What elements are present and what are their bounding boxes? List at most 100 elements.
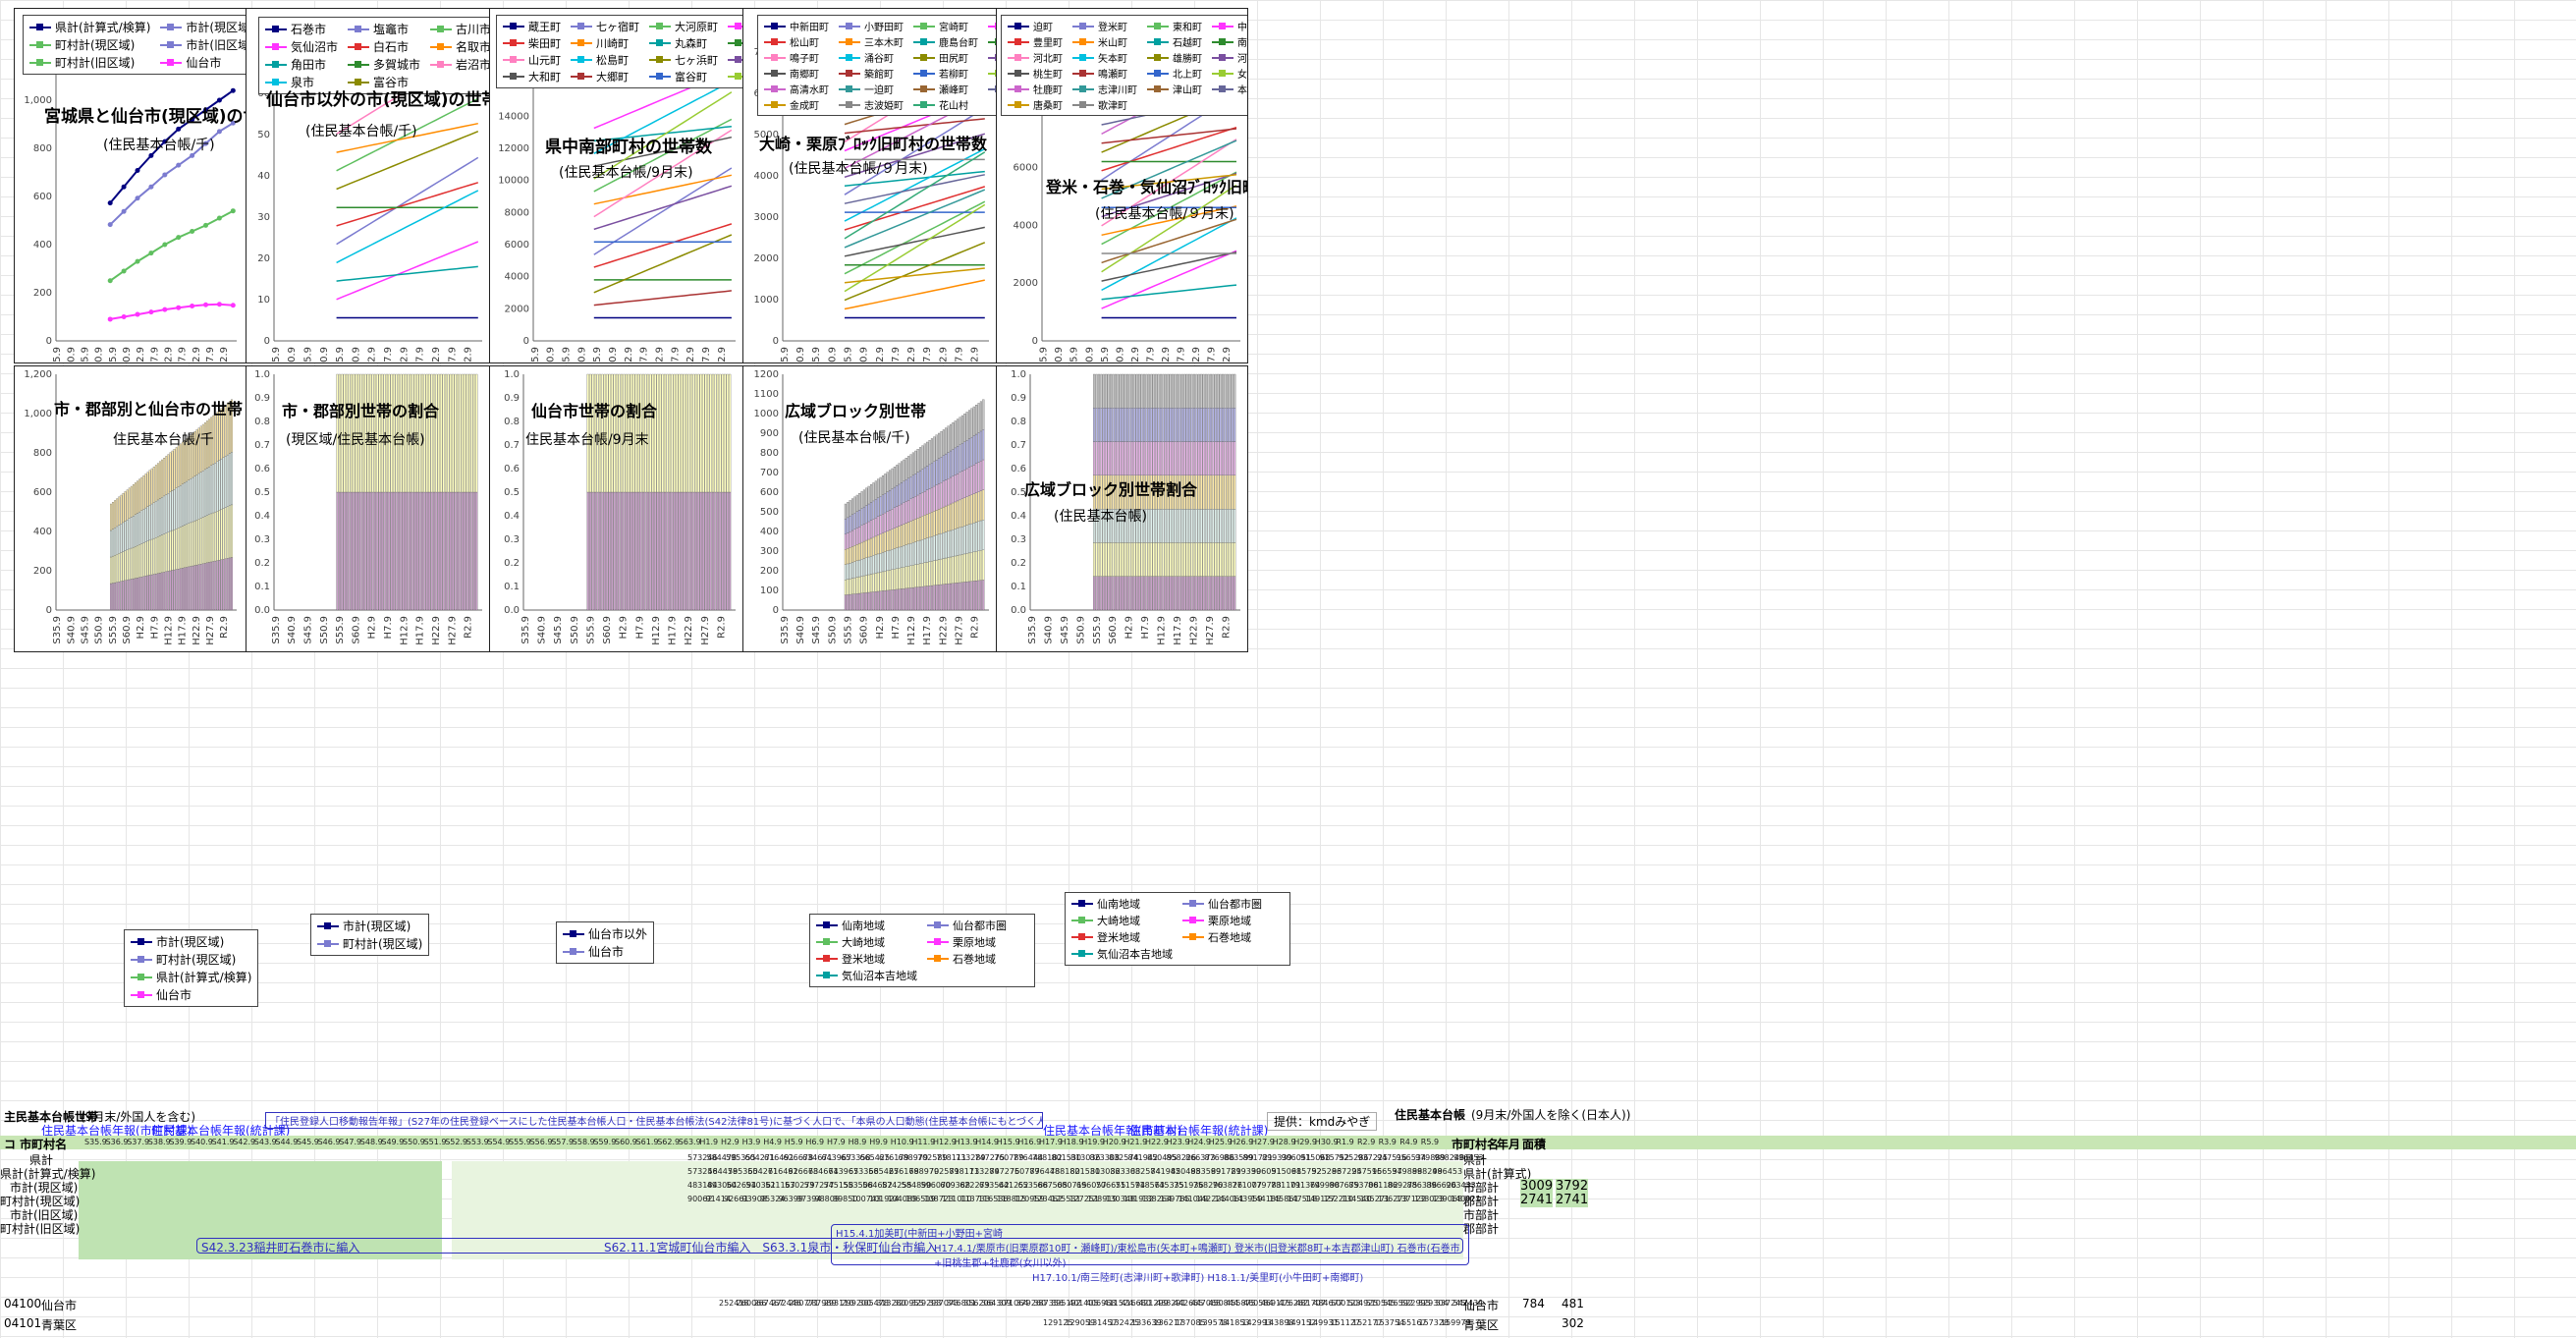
bar-segment (216, 511, 219, 561)
bar-segment (847, 532, 850, 549)
x-tick-label: H17.9 (415, 616, 426, 645)
chart-tome-ishinomaki-kesennuma-towns[interactable]: 0200040006000800010000S35.9S40.9S45.9S50… (996, 8, 1248, 363)
bar-segment (423, 491, 426, 611)
bar-segment (860, 592, 863, 611)
chart-central-south-towns[interactable]: 0200040006000800010000120001400016000180… (489, 8, 744, 363)
bar-segment (1222, 508, 1225, 543)
legend-item: 栗原地域 (927, 934, 1028, 950)
chart-osaki-kurihara-towns[interactable]: 01000200030004000500060007000S35.9S40.9S… (742, 8, 998, 363)
bar-segment (118, 553, 121, 583)
bar-segment (963, 414, 966, 442)
bar-segment (1217, 576, 1220, 611)
chart-miyagi-sendai-households[interactable]: 02004006008001,0001,200S35.9S40.9S45.9S5… (14, 8, 247, 363)
data-point (148, 251, 154, 256)
bar-segment (1100, 576, 1103, 611)
bar-segment (197, 519, 200, 565)
chart-city-county-ratio[interactable]: 0.0 0.1 0.2 0.3 0.4 0.5 0.6 0.7 0.8 0.9 1.0 S35.9 S4… (246, 365, 493, 652)
bar-segment (933, 461, 936, 487)
bar-segment (1174, 408, 1177, 442)
bar-segment (630, 373, 632, 493)
y-tick-label: 50 (257, 130, 270, 140)
bar-segment (210, 513, 213, 563)
link-jumin-nenpo-shichoson-right[interactable]: 住民基本台帳年報(市町村) (1043, 1124, 1182, 1138)
bar-segment (173, 449, 176, 490)
chart-city-county-bars[interactable]: 0 200 400 600 800 1,000 1,200 S35.9 S40.9 S45.9 S5… (14, 365, 247, 652)
bar-segment (1110, 408, 1113, 442)
bar-segment (903, 459, 905, 482)
bar-segment (694, 373, 697, 493)
link-jumin-nenpo-shichoson[interactable]: 住民基本台帳年報(市町村課) (41, 1124, 192, 1138)
chart-title: 仙台市世帯の割合 (531, 402, 658, 420)
sheet-cell: 733289 (956, 1153, 986, 1162)
bar-segment (1224, 576, 1227, 611)
legend-label: 豊里町 (1033, 38, 1063, 49)
link-jumin-nenpo-tokei-right[interactable]: 住民基本台帳年報(統計課) (1129, 1124, 1269, 1138)
bar-segment (184, 440, 186, 483)
bar-segment (1192, 508, 1196, 543)
chart-regional-blocks[interactable]: 0 100 200 300 400 500 600 700 800 900 1000 1100 1200… (742, 365, 998, 652)
right-num-gunbu-a: 2741 (1520, 1193, 1554, 1207)
bar-segment (1229, 441, 1232, 476)
legend-item: 大崎地域 (816, 934, 917, 950)
chart-regional-blocks-ratio[interactable]: 0.0 0.1 0.2 0.3 0.4 0.5 0.6 0.7 0.8 0.9 1.0 S35.9 S4… (996, 365, 1248, 652)
sheet-cell: 455875 (1226, 1299, 1256, 1308)
bar-segment (862, 524, 865, 542)
bar-segment (904, 523, 907, 545)
bar-segment (112, 555, 114, 584)
bar-segment (855, 494, 858, 512)
bar-segment (891, 508, 894, 530)
link-jumin-nenpo-tokei[interactable]: 住民基本台帳年報(統計課) (151, 1124, 291, 1138)
sheet-cell: 788182 (1050, 1167, 1080, 1176)
bar-segment (228, 557, 231, 611)
sheet-cell: H29.9 (1293, 1138, 1318, 1146)
sheet-cell: 616491 (768, 1167, 798, 1176)
bar-segment (169, 530, 172, 572)
bar-segment (858, 542, 861, 561)
bar-segment (870, 591, 873, 611)
bar-segment (1231, 542, 1233, 577)
sheet-cell: H27.9 (1251, 1138, 1275, 1146)
bar-segment (896, 527, 899, 548)
bar-segment (975, 492, 978, 523)
bar-segment (877, 572, 880, 592)
x-tick-label: S45.9 (81, 616, 91, 644)
legend-item: 市計(現区域) (317, 918, 422, 934)
bar-segment (173, 529, 176, 571)
bar-segment (886, 570, 889, 591)
x-tick-label: H12.9 (1157, 616, 1168, 645)
bar-segment (199, 518, 202, 565)
bar-segment (847, 594, 850, 611)
sheet-cell: 653588 (1017, 1181, 1049, 1190)
sheet-cell: 680715 (1057, 1181, 1087, 1190)
bar-segment (879, 496, 882, 516)
bar-segment (945, 505, 948, 532)
bar-segment (177, 528, 180, 570)
sheet-cell: S63.9 (678, 1138, 701, 1146)
bar-segment (963, 441, 966, 471)
chart-title: 市・郡部別世帯の割合 (282, 402, 440, 420)
bar-segment (676, 491, 679, 611)
bar-segment (933, 485, 936, 512)
bar-segment (1164, 373, 1167, 409)
bar-segment (909, 521, 912, 544)
bar-segment (173, 569, 176, 611)
data-point (107, 278, 113, 284)
chart-sendai-ratio[interactable]: 0.0 0.1 0.2 0.3 0.4 0.5 0.6 0.7 0.8 0.9 1.0 S35.9 S4… (489, 365, 744, 652)
chart-other-cities-households[interactable]: 010203040506070S35.9S40.9S45.9S50.9S55.9… (246, 8, 493, 363)
bar-segment (709, 373, 712, 493)
bar-segment (726, 373, 729, 493)
bar-segment (1162, 441, 1165, 476)
legend-label: 仙台市 (156, 988, 192, 1002)
bar-segment (886, 472, 889, 492)
series-line (1101, 250, 1237, 309)
legend-swatch (1212, 53, 1233, 63)
bar-segment (603, 491, 606, 611)
y-tick-label: 0.4 (1011, 511, 1026, 522)
bar-segment (729, 373, 732, 493)
bar-segment (954, 555, 957, 584)
sheet-cell: 502694 (726, 1181, 757, 1190)
bar-segment (1185, 576, 1188, 611)
bar-segment (884, 512, 887, 532)
bar-segment (949, 530, 953, 558)
bar-segment (124, 491, 127, 522)
